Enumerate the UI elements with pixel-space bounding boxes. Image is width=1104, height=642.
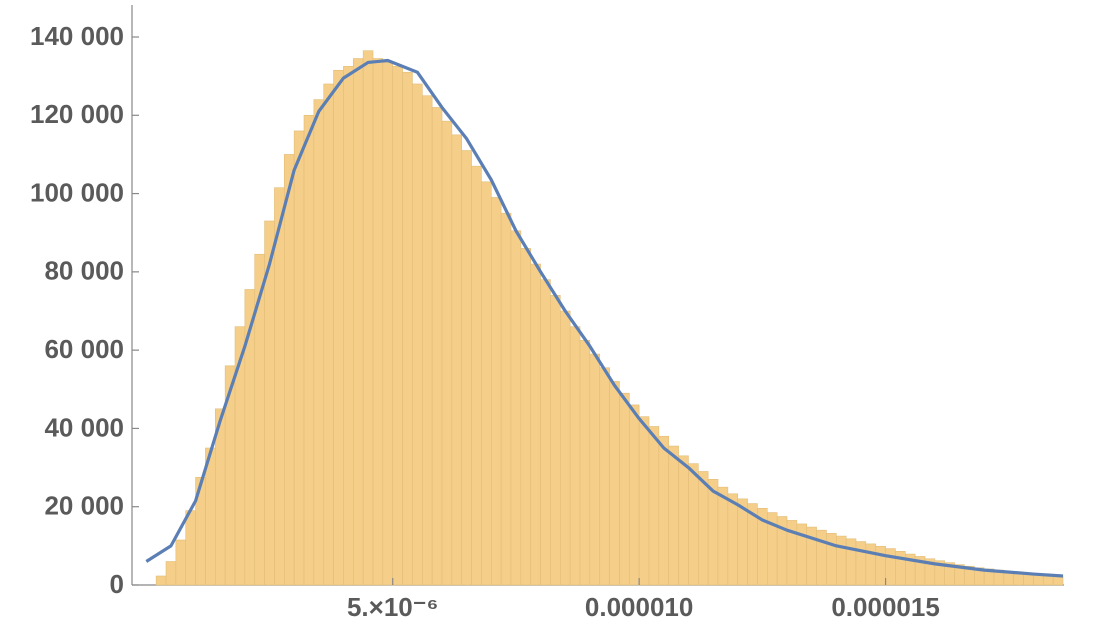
bar xyxy=(707,479,719,586)
bar xyxy=(293,130,305,586)
plot-area xyxy=(145,50,1064,586)
bar xyxy=(155,575,167,586)
y-tick-label: 120 000 xyxy=(30,99,124,129)
y-tick-label: 40 000 xyxy=(44,412,124,442)
y-tick-label: 60 000 xyxy=(44,334,124,364)
bar xyxy=(697,471,709,586)
bar xyxy=(303,114,315,586)
bar xyxy=(579,340,591,586)
bar xyxy=(343,66,354,586)
bar xyxy=(569,326,581,586)
bar xyxy=(382,62,394,586)
bar xyxy=(885,548,896,586)
bar xyxy=(678,455,689,586)
bar xyxy=(599,367,610,586)
bar xyxy=(845,538,857,586)
bar xyxy=(559,310,571,586)
bar xyxy=(451,134,463,586)
bar xyxy=(402,71,413,586)
bar xyxy=(500,212,512,586)
bar xyxy=(865,543,877,586)
bar xyxy=(333,69,344,586)
bar xyxy=(619,392,630,586)
bar xyxy=(481,181,492,586)
bar xyxy=(283,154,295,586)
bar xyxy=(727,493,739,586)
x-tick-label: 0.000015 xyxy=(831,592,939,622)
bar xyxy=(510,230,522,586)
bar xyxy=(323,83,334,586)
bar xyxy=(362,50,374,586)
y-tick-label: 140 000 xyxy=(30,21,124,51)
y-tick-label: 20 000 xyxy=(44,491,124,521)
bar xyxy=(461,150,472,586)
bar xyxy=(668,445,679,586)
bar xyxy=(392,66,403,586)
bar xyxy=(628,404,640,586)
y-tick-label: 0 xyxy=(110,569,124,599)
bar xyxy=(658,435,670,586)
bar xyxy=(609,381,620,586)
bar xyxy=(589,353,601,586)
x-tick-label: 0.000010 xyxy=(585,592,693,622)
bar xyxy=(421,95,433,586)
bar xyxy=(412,83,423,586)
bar xyxy=(688,463,699,586)
bar xyxy=(638,416,650,586)
bar xyxy=(165,561,177,586)
bar xyxy=(826,533,837,586)
bar xyxy=(185,510,196,586)
bar xyxy=(352,58,364,586)
fit-curve xyxy=(145,58,1064,578)
bar xyxy=(648,426,660,586)
bar xyxy=(540,279,551,586)
bar xyxy=(490,197,502,586)
bar xyxy=(274,187,285,586)
bar xyxy=(372,58,384,586)
x-tick-label: 5.×10⁻⁶ xyxy=(347,592,438,622)
y-tick-label: 80 000 xyxy=(44,256,124,286)
bar xyxy=(550,295,561,586)
bar xyxy=(855,541,867,586)
bar xyxy=(441,120,453,586)
bar xyxy=(530,263,541,586)
bar xyxy=(431,107,443,586)
bar xyxy=(717,486,729,586)
bar xyxy=(175,539,187,586)
y-tick-label: 100 000 xyxy=(30,177,124,207)
bar xyxy=(835,535,847,586)
bar xyxy=(520,248,532,586)
bar xyxy=(471,165,482,586)
bar xyxy=(875,545,886,586)
bar xyxy=(313,99,325,586)
